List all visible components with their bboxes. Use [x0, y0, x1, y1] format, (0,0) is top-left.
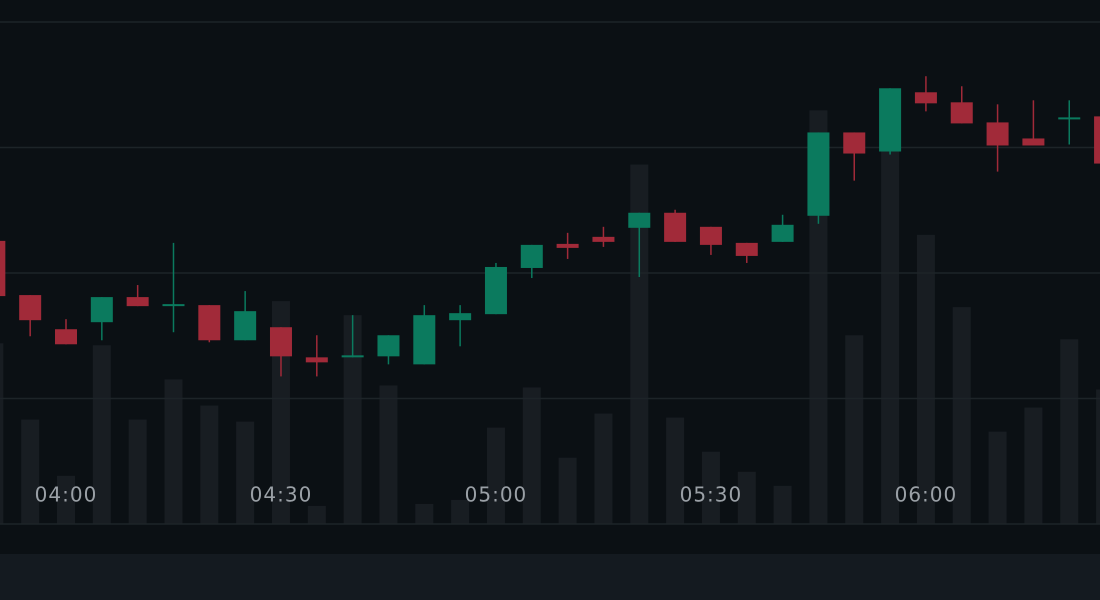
- volume-bar: [845, 335, 864, 524]
- footer-strip: [0, 554, 1100, 600]
- candle-body: [19, 295, 42, 321]
- x-tick-label: 05:00: [465, 483, 528, 507]
- candle-body: [55, 329, 77, 345]
- x-tick-label: 04:30: [250, 483, 313, 507]
- volume-bar: [881, 148, 900, 524]
- volume-bar: [200, 405, 219, 524]
- volume-bar: [379, 385, 398, 524]
- candle-body: [377, 335, 400, 357]
- volume-bar: [916, 234, 935, 524]
- volume-bar: [773, 485, 792, 524]
- volume-bar: [737, 471, 756, 524]
- candle-body: [592, 236, 615, 242]
- candle-body: [914, 92, 937, 104]
- volume-bar: [451, 499, 470, 524]
- volume-bar: [952, 307, 971, 524]
- volume-bar: [1096, 389, 1100, 524]
- volume-bar: [1060, 339, 1079, 524]
- x-tick-label: 04:00: [35, 483, 98, 507]
- candle-body: [628, 212, 651, 228]
- x-tick-label: 05:30: [680, 483, 743, 507]
- candle-body: [449, 313, 472, 321]
- candle-body: [699, 226, 722, 245]
- candle-body: [843, 132, 866, 154]
- volume-bar: [988, 431, 1007, 524]
- candle-layer: [0, 76, 1100, 377]
- label-layer: 04:00 04:30 05:00 05:30 06:00: [35, 483, 958, 507]
- candle-body: [126, 297, 149, 307]
- volume-bar: [630, 164, 649, 524]
- candle-body: [664, 212, 687, 242]
- candle-body: [484, 266, 507, 315]
- candle-body: [413, 315, 436, 365]
- candle-body: [807, 132, 830, 216]
- candle-body: [198, 305, 221, 341]
- volume-bar: [57, 475, 75, 524]
- volume-bar: [236, 421, 255, 524]
- volume-bar: [486, 427, 505, 524]
- volume-bar: [92, 345, 111, 524]
- volume-bar: [701, 451, 720, 524]
- volume-bar: [1024, 407, 1043, 524]
- candle-body: [771, 224, 794, 242]
- candle-body: [879, 88, 902, 152]
- grid-layer: [0, 21, 1100, 525]
- candle-body: [735, 242, 758, 256]
- x-tick-label: 06:00: [895, 483, 958, 507]
- volume-bar: [343, 315, 362, 524]
- candle-body: [986, 122, 1009, 146]
- candle-body: [1022, 138, 1045, 146]
- volume-bar: [522, 387, 541, 524]
- candle-body: [234, 311, 257, 341]
- candle-body: [0, 240, 6, 297]
- volume-bar: [307, 505, 326, 524]
- candle-body: [950, 102, 973, 124]
- volume-bar: [0, 343, 4, 524]
- volume-bar: [594, 413, 613, 524]
- candle-body: [269, 327, 292, 357]
- volume-bar: [164, 379, 183, 524]
- volume-bar: [21, 419, 40, 524]
- candle-body: [162, 304, 185, 307]
- candle-body: [90, 297, 113, 323]
- volume-bar: [271, 301, 290, 524]
- candle-body: [341, 355, 364, 358]
- volume-bar: [128, 419, 147, 524]
- volume-bar: [558, 457, 577, 524]
- candle-body: [1058, 117, 1081, 120]
- candle-body: [305, 357, 328, 363]
- candle-body: [520, 244, 543, 268]
- volume-bar: [415, 503, 434, 524]
- candle-body: [1094, 116, 1100, 164]
- candle-body: [556, 243, 579, 248]
- volume-bar: [666, 417, 685, 524]
